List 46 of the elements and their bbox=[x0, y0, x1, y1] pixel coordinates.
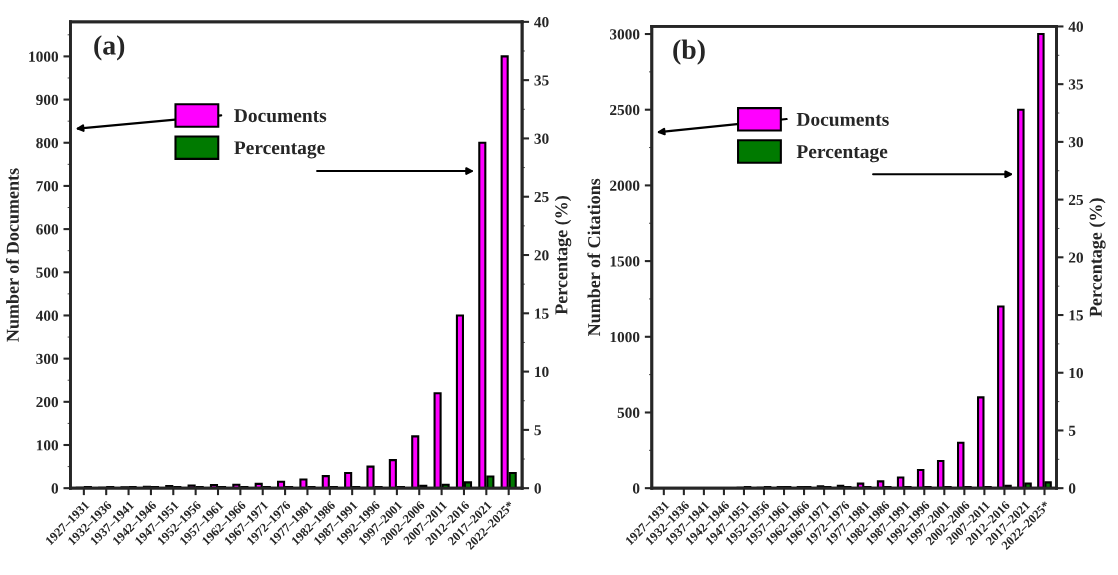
y2-tick-label: 20 bbox=[534, 250, 549, 261]
y2-tick-label: 30 bbox=[1068, 137, 1084, 148]
y2-tick-label: 0 bbox=[534, 483, 541, 494]
y2-tick-label: 35 bbox=[534, 75, 549, 86]
y2-tick-label: 25 bbox=[1068, 194, 1084, 206]
y-tick-label: 100 bbox=[36, 440, 59, 451]
y2-tick-label: 30 bbox=[534, 133, 549, 144]
y2-tick-label: 35 bbox=[1068, 79, 1084, 90]
y2-tick-label: 20 bbox=[1068, 252, 1084, 263]
y-tick-label: 700 bbox=[36, 181, 59, 192]
legend-label: Documents bbox=[234, 109, 327, 123]
annotation: (a) bbox=[94, 35, 125, 61]
y2-axis-title: Percentage (%) bbox=[1089, 198, 1106, 317]
y2-tick-label: 15 bbox=[1069, 310, 1084, 321]
y-tick-label: 500 bbox=[617, 407, 640, 418]
y2-tick-label: 40 bbox=[1068, 21, 1084, 32]
annotation: (b) bbox=[673, 39, 705, 65]
y-tick-label: 300 bbox=[36, 353, 59, 365]
legend-label: Percentage bbox=[796, 145, 888, 163]
y-tick-label: 1000 bbox=[610, 331, 640, 343]
y-tick-label: 2500 bbox=[610, 104, 640, 116]
y-tick-label: 3000 bbox=[610, 29, 640, 40]
legend-label: Percentage bbox=[234, 141, 325, 159]
y-tick-label: 200 bbox=[36, 396, 59, 408]
y-tick-label: 0 bbox=[632, 483, 640, 494]
y-tick-label: 900 bbox=[36, 94, 59, 106]
y-tick-label: 600 bbox=[36, 224, 59, 235]
y2-tick-label: 5 bbox=[534, 425, 541, 436]
y2-tick-label: 10 bbox=[535, 366, 549, 378]
legend-label: Documents bbox=[796, 113, 889, 127]
y2-tick-label: 40 bbox=[534, 16, 549, 28]
y2-tick-label: 5 bbox=[1068, 425, 1076, 436]
y-tick-label: 400 bbox=[35, 310, 59, 321]
y2-tick-label: 25 bbox=[534, 191, 549, 203]
y-axis-title: Number of Documents bbox=[5, 168, 19, 342]
y-tick-label: 500 bbox=[36, 267, 59, 278]
y-tick-label: 1000 bbox=[29, 51, 59, 62]
y-tick-label: 2000 bbox=[610, 180, 640, 191]
y-tick-label: 800 bbox=[36, 137, 59, 149]
y-axis-title: Number of Citations bbox=[587, 178, 601, 337]
y2-axis-title: Percentage (%) bbox=[554, 196, 572, 315]
y2-tick-label: 15 bbox=[535, 308, 549, 319]
y2-tick-label: 10 bbox=[1069, 367, 1084, 379]
y-tick-label: 0 bbox=[51, 483, 59, 494]
y2-tick-label: 0 bbox=[1068, 483, 1076, 494]
y-tick-label: 1500 bbox=[610, 256, 640, 267]
